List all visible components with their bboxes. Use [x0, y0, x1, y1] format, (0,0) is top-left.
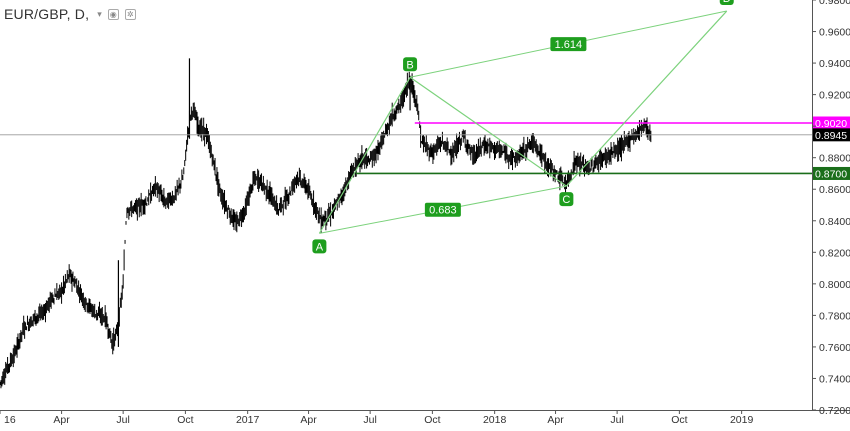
- point-badge-D: [719, 0, 734, 6]
- x-tick-label: Jul: [610, 414, 623, 426]
- x-tick-label: 2018: [483, 414, 507, 426]
- point-badge-A: [312, 239, 327, 254]
- pattern-leg-CD: [565, 10, 728, 187]
- price-series: [0, 58, 652, 389]
- x-tick-label: 2017: [236, 414, 260, 426]
- y-tick-label: 0.8400: [819, 216, 850, 228]
- y-tick-label: 0.9800: [819, 0, 850, 7]
- y-tick-label: 0.7200: [819, 405, 850, 417]
- point-label-A: A: [316, 241, 324, 253]
- x-tick-label: 2019: [730, 414, 754, 426]
- y-tick-label: 0.8200: [819, 247, 850, 259]
- y-tick-label: 0.9600: [819, 27, 850, 39]
- ratio-badge: [550, 37, 587, 52]
- y-tick-label: 0.8800: [819, 153, 850, 165]
- eye-icon[interactable]: ◉: [107, 8, 119, 20]
- y-tick-label: 0.9400: [819, 58, 850, 70]
- point-label-D: D: [723, 0, 731, 5]
- y-tick-label: 0.8000: [819, 279, 850, 291]
- point-badge-B: [403, 57, 418, 72]
- last-price-price-label: 0.8945: [815, 130, 847, 142]
- x-tick-label: Oct: [177, 414, 193, 426]
- x-tick-label: 16: [4, 414, 16, 426]
- ratio-label: 0.683: [429, 205, 457, 217]
- ratio-badge: [424, 202, 461, 217]
- last-price-price-tag: [813, 128, 850, 142]
- resistance-price-label: 0.9020: [815, 118, 847, 130]
- x-tick-label: Oct: [424, 414, 440, 426]
- x-tick-label: Apr: [547, 414, 564, 426]
- x-tick-label: Apr: [300, 414, 317, 426]
- x-tick-label: Jul: [363, 414, 376, 426]
- y-tick-label: 0.7400: [819, 373, 850, 385]
- y-tick-label: 0.9200: [819, 90, 850, 102]
- point-label-B: B: [406, 59, 413, 71]
- abcd-pattern: 0.683 1.614 A B C D: [312, 0, 734, 254]
- x-tick-label: Jul: [116, 414, 129, 426]
- y-tick-label: 0.8600: [819, 184, 850, 196]
- ratio-label: 1.614: [555, 39, 583, 51]
- gear-icon[interactable]: ✲: [124, 8, 136, 20]
- chevron-down-icon[interactable]: ▾: [97, 8, 102, 19]
- resistance-price-tag: [813, 116, 850, 130]
- support-price-tag: [813, 166, 850, 180]
- point-label-C: C: [562, 194, 570, 206]
- y-tick-label: 0.7600: [819, 342, 850, 354]
- support-price-label: 0.8700: [815, 168, 847, 180]
- y-tick-label: 0.7800: [819, 310, 850, 322]
- chart-header: EUR/GBP, D, ▾ ◉ ✲: [4, 6, 136, 22]
- x-tick-label: Oct: [671, 414, 687, 426]
- horizontal-levels: 0.9020 0.8700 0.8945: [0, 116, 850, 180]
- point-badge-C: [559, 192, 574, 207]
- pattern-leg-AB: [318, 76, 411, 234]
- pattern-leg-BC: [409, 76, 567, 187]
- x-tick-label: Apr: [53, 414, 70, 426]
- symbol-label[interactable]: EUR/GBP, D,: [4, 6, 90, 22]
